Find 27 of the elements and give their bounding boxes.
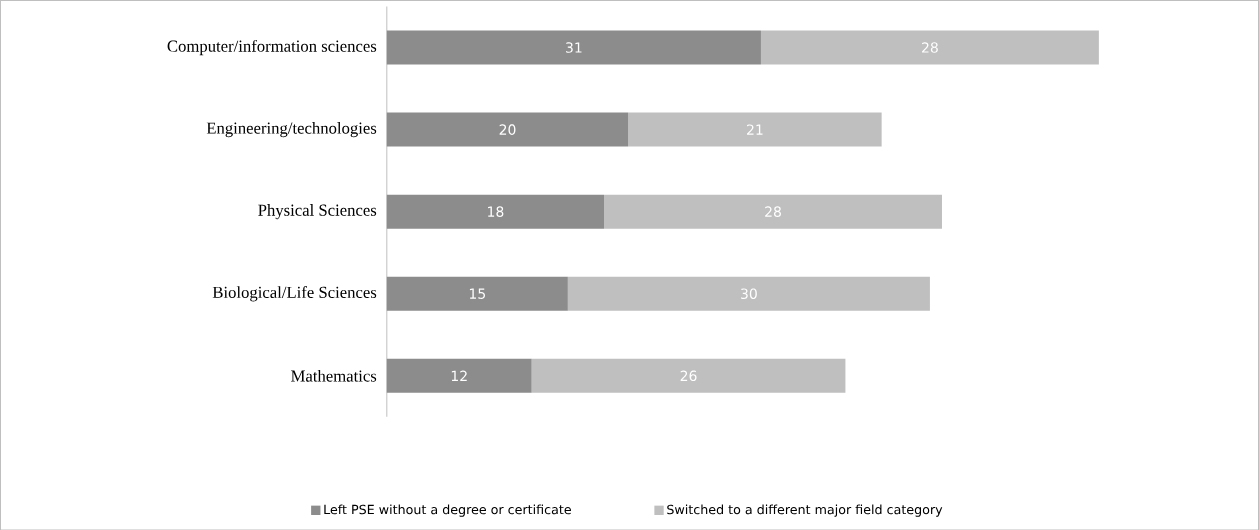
y-tick-label: Mathematics [291, 369, 377, 382]
data-label: 28 [922, 42, 938, 53]
data-label: 28 [765, 206, 781, 217]
y-tick-label: Engineering/technologies [206, 121, 377, 137]
data-label: 26 [680, 370, 697, 381]
data-label: 15 [469, 288, 485, 299]
bar [386, 276, 568, 311]
bar [386, 30, 761, 65]
data-label: 20 [499, 124, 516, 135]
data-label: 12 [451, 370, 467, 381]
legend-label: Switched to a different major field category [667, 504, 943, 517]
y-tick-label: Physical Sciences [258, 203, 377, 220]
bar [386, 194, 605, 229]
bar [628, 112, 882, 147]
data-label: 18 [488, 206, 504, 217]
bar [386, 358, 532, 393]
data-label: 21 [747, 124, 763, 135]
y-tick-label: Computer/information sciences [167, 39, 377, 55]
bar [386, 112, 629, 147]
bar [567, 276, 930, 311]
bar [604, 194, 942, 229]
bar [531, 358, 846, 393]
bar [760, 30, 1099, 65]
y-tick-label: Biological/Life Sciences [212, 285, 377, 302]
data-label: 31 [566, 42, 582, 53]
data-label: 30 [741, 288, 757, 299]
legend-label: Left PSE without a degree or certificate [324, 504, 571, 517]
